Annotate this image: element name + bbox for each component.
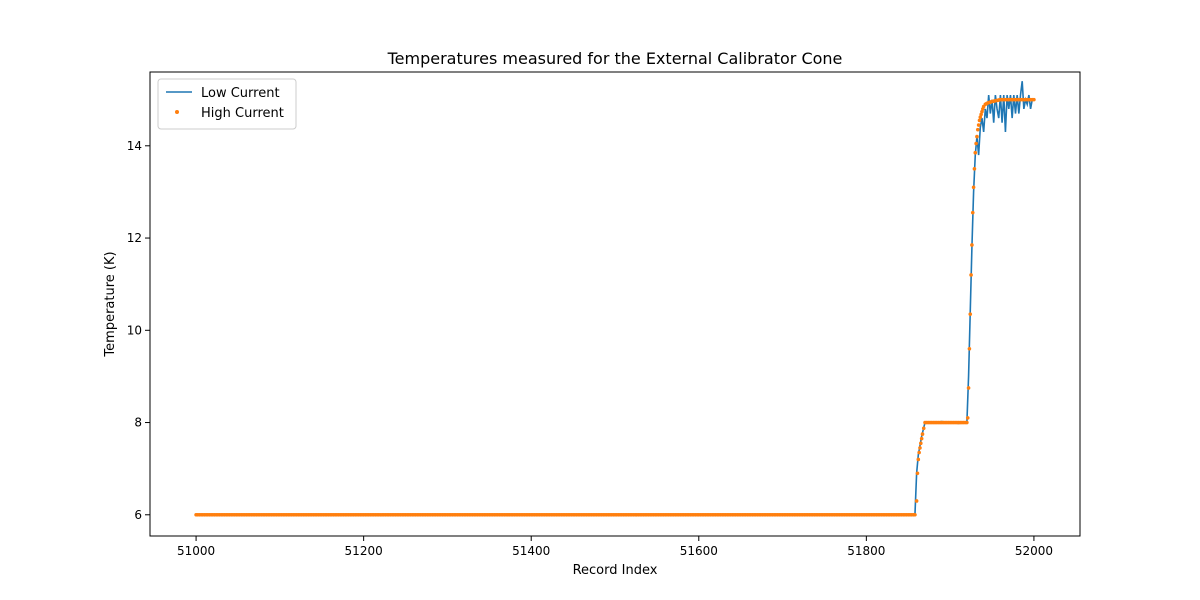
data-point bbox=[977, 118, 982, 123]
data-point bbox=[970, 243, 974, 247]
data-point bbox=[979, 112, 983, 117]
plot-area bbox=[194, 81, 1036, 517]
data-point bbox=[916, 457, 921, 462]
data-point bbox=[965, 420, 969, 425]
data-point bbox=[918, 446, 922, 450]
data-point bbox=[966, 386, 971, 390]
series-points-high-current bbox=[194, 97, 1036, 517]
x-tick-label: 51400 bbox=[512, 544, 550, 558]
x-axis: 51000 51200 51400 51600 51800 52000 bbox=[177, 536, 1053, 558]
plot-frame bbox=[149, 71, 1081, 537]
legend-swatch-point bbox=[175, 110, 179, 114]
y-tick-label: 6 bbox=[134, 508, 142, 522]
legend: Low Current High Current bbox=[157, 78, 297, 130]
data-point bbox=[1032, 97, 1036, 102]
data-point bbox=[919, 441, 923, 446]
legend-entry-label: Low Current bbox=[201, 86, 280, 101]
x-tick-label: 51800 bbox=[847, 544, 885, 558]
data-point bbox=[975, 134, 979, 139]
x-tick-label: 51600 bbox=[680, 544, 718, 558]
data-point bbox=[969, 273, 973, 277]
chart-title: Temperatures measured for the External C… bbox=[387, 49, 843, 68]
data-point bbox=[974, 141, 978, 146]
data-point bbox=[917, 450, 921, 455]
data-point bbox=[970, 210, 975, 215]
x-tick-label: 52000 bbox=[1015, 544, 1053, 558]
y-tick-label: 14 bbox=[127, 139, 142, 153]
data-point bbox=[968, 312, 973, 316]
data-point bbox=[976, 123, 981, 127]
x-tick-label: 51000 bbox=[177, 544, 215, 558]
data-point bbox=[978, 115, 983, 119]
data-point bbox=[967, 346, 972, 351]
legend-box bbox=[157, 78, 297, 130]
data-point bbox=[919, 436, 924, 441]
y-tick-label: 8 bbox=[134, 416, 142, 430]
y-axis-label: Temperature (K) bbox=[103, 251, 118, 357]
y-tick-label: 10 bbox=[127, 323, 142, 337]
data-point bbox=[965, 416, 970, 420]
x-axis-label: Record Index bbox=[573, 563, 658, 578]
data-point bbox=[975, 127, 980, 132]
data-point bbox=[913, 512, 917, 517]
data-point bbox=[921, 426, 926, 431]
data-point bbox=[920, 432, 925, 436]
y-tick-label: 12 bbox=[127, 231, 142, 245]
data-point bbox=[915, 471, 920, 476]
data-point bbox=[973, 150, 978, 155]
data-point bbox=[972, 167, 977, 171]
data-point bbox=[980, 109, 984, 114]
x-tick-label: 51200 bbox=[345, 544, 383, 558]
y-axis: 6 8 10 12 14 bbox=[127, 139, 150, 522]
data-point bbox=[914, 499, 919, 503]
data-point bbox=[971, 185, 976, 190]
legend-entry-label: High Current bbox=[201, 106, 284, 121]
